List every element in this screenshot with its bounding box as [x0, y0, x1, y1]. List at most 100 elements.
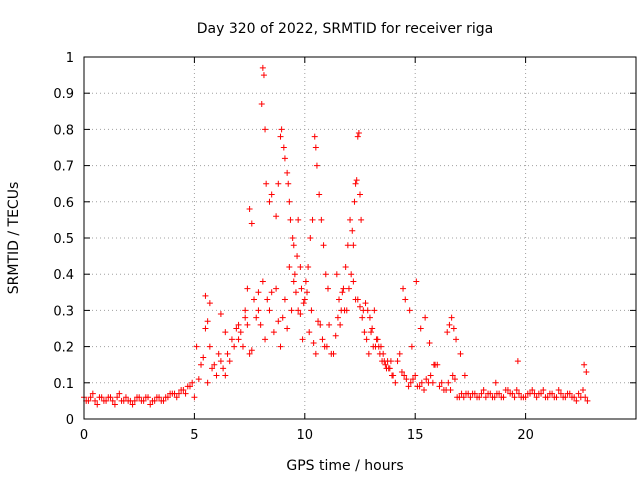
data-point	[417, 325, 424, 332]
data-point	[322, 271, 329, 278]
data-point	[394, 358, 401, 365]
data-point	[480, 387, 487, 394]
data-point	[337, 321, 344, 328]
data-point	[564, 390, 571, 397]
data-point	[298, 285, 305, 292]
data-point	[89, 390, 96, 397]
data-point	[573, 397, 580, 404]
data-point	[336, 296, 343, 303]
data-point	[275, 318, 282, 325]
data-point	[233, 325, 240, 332]
data-point	[266, 307, 273, 314]
data-point	[96, 394, 103, 401]
data-point	[513, 387, 520, 394]
data-point	[239, 343, 246, 350]
data-point	[264, 296, 271, 303]
data-point	[334, 314, 341, 321]
data-point	[350, 278, 357, 285]
data-point	[324, 285, 331, 292]
data-point	[362, 300, 369, 307]
data-point	[436, 383, 443, 390]
data-point	[449, 372, 456, 379]
data-point	[131, 397, 138, 404]
data-point	[202, 325, 209, 332]
data-point	[369, 325, 376, 332]
data-point	[257, 321, 264, 328]
data-point	[349, 227, 356, 234]
data-point	[430, 361, 437, 368]
data-point	[309, 216, 316, 223]
data-point	[290, 278, 297, 285]
data-point	[520, 394, 527, 401]
data-point	[389, 372, 396, 379]
data-point	[273, 213, 280, 220]
data-point	[281, 155, 288, 162]
data-point	[297, 263, 304, 270]
data-point	[582, 394, 589, 401]
data-point	[355, 130, 362, 137]
data-point	[277, 133, 284, 140]
data-point	[266, 198, 273, 205]
data-point	[109, 397, 116, 404]
data-point	[357, 303, 363, 310]
data-point	[422, 314, 429, 321]
data-point	[305, 263, 312, 270]
data-point	[333, 271, 340, 278]
data-point	[140, 397, 147, 404]
data-point	[347, 216, 354, 223]
data-point	[116, 390, 123, 397]
data-point	[451, 376, 458, 383]
data-point	[87, 394, 94, 401]
data-point	[147, 401, 154, 408]
data-point	[300, 300, 307, 307]
y-tick-label: 0.7	[53, 160, 74, 175]
data-point	[412, 372, 419, 379]
data-point	[136, 394, 143, 401]
data-point	[259, 278, 266, 285]
data-point	[308, 307, 315, 314]
data-point	[478, 390, 485, 397]
data-point	[446, 321, 453, 328]
data-point	[105, 394, 112, 401]
x-tick-label: 10	[297, 428, 314, 443]
data-point	[244, 321, 251, 328]
data-point	[248, 347, 255, 354]
data-point	[285, 180, 292, 187]
data-point	[275, 180, 282, 187]
plot-frame	[83, 56, 637, 420]
data-point	[242, 307, 249, 314]
data-point	[213, 372, 220, 379]
data-point	[204, 318, 211, 325]
x-axis-label: GPS time / hours	[286, 458, 403, 474]
data-point	[485, 390, 492, 397]
data-point	[100, 397, 107, 404]
data-point	[244, 285, 251, 292]
data-point	[118, 397, 125, 404]
data-point	[392, 379, 399, 386]
data-point	[278, 126, 285, 133]
data-point	[429, 379, 436, 386]
data-point	[262, 336, 269, 343]
data-point	[326, 321, 333, 328]
data-point	[363, 336, 370, 343]
data-point	[361, 329, 368, 336]
chart-title: Day 320 of 2022, SRMTID for receiver rig…	[197, 21, 494, 37]
data-point	[359, 314, 366, 321]
data-point	[318, 216, 325, 223]
data-point	[529, 387, 536, 394]
data-point	[583, 368, 590, 375]
data-point	[228, 336, 235, 343]
data-point	[226, 358, 233, 365]
data-point	[153, 394, 160, 401]
data-point	[180, 387, 187, 394]
data-point	[338, 307, 345, 314]
data-point	[524, 390, 531, 397]
data-point	[316, 191, 323, 198]
data-point	[584, 397, 591, 404]
data-point	[368, 329, 375, 336]
data-point	[351, 198, 358, 205]
data-point	[263, 180, 270, 187]
data-point	[379, 358, 386, 365]
y-tick-label: 0.2	[53, 341, 74, 356]
data-point	[348, 271, 355, 278]
